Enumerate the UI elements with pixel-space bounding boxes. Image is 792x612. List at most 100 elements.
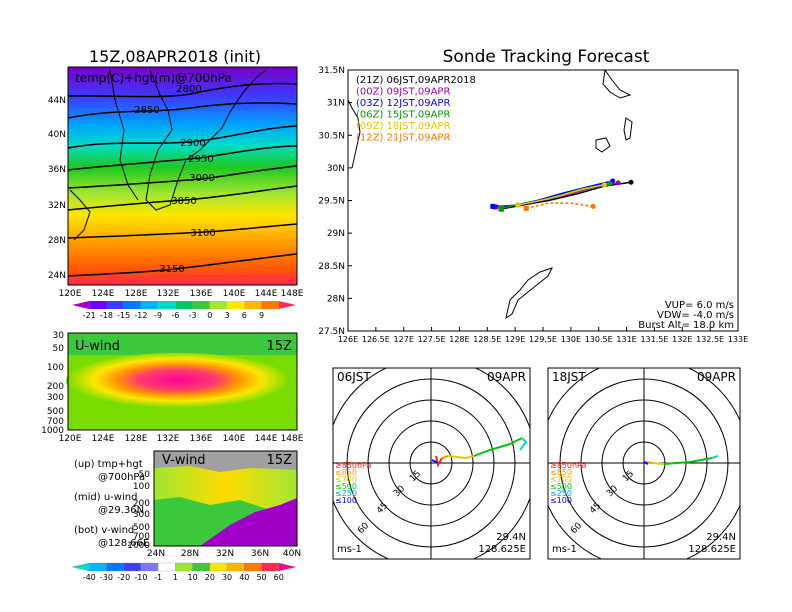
panel-u-wind: U-wind 15Z 30 50 100 200 300 500 700 100…: [41, 331, 304, 444]
colorbar-label: -21: [83, 311, 96, 320]
hodo-date: 09APR: [697, 370, 736, 384]
x-tick-label: 130.5E: [585, 335, 613, 344]
colorbar-swatch: [261, 562, 279, 572]
contour-label: 3000: [189, 173, 214, 184]
lon-label: 144E: [255, 289, 278, 299]
track-legend-entry: (00Z) 09JST,09APR: [356, 87, 450, 98]
hodo-units: ms-1: [552, 544, 577, 555]
track-legend-entry: (06Z) 15JST,09APR: [356, 110, 450, 121]
y-tick-label: 28.5N: [318, 262, 345, 272]
panel-700-label: temp(C)+hgt(m)@700hPa: [75, 71, 232, 85]
lon-label: 148E: [281, 289, 304, 299]
lat-label: 36N: [251, 549, 269, 559]
y-tick-label: 29.5N: [318, 197, 345, 207]
x-tick-label: 128E: [449, 335, 469, 344]
pressure-label: 1000: [127, 541, 150, 551]
hodo-trace: [711, 455, 719, 459]
track-start-point: [628, 179, 634, 185]
colorbar-label: 60: [274, 573, 284, 582]
x-tick-label: 127E: [394, 335, 414, 344]
track-chart: 126E 126.5E 127E 127.5E 128E 128.5E 129E 129.5E…: [318, 66, 748, 344]
lat-label: 44N: [48, 96, 66, 106]
track-info: Burst Alt= 18.0 km: [638, 320, 734, 331]
x-tick-label: 127.5E: [418, 335, 446, 344]
colorbar-label: 50: [256, 573, 266, 582]
contour-label: 2900: [180, 138, 205, 149]
colorbar-label: -30: [100, 573, 113, 582]
colorbar-label: 6: [242, 311, 247, 320]
colorbar-swatch: [71, 562, 90, 572]
colorbar-swatch: [106, 562, 124, 572]
hodo-level-label: ≥850hPa: [550, 461, 587, 470]
hodo-time: 18JST: [552, 370, 586, 384]
pressure-label: 30: [53, 331, 65, 341]
u-wind-label: U-wind: [75, 339, 120, 354]
contour-label: 3150: [159, 264, 184, 275]
hodo-level-label: ≤250: [335, 489, 357, 498]
hodo-level-label: ≤100: [550, 496, 572, 505]
lon-label: 124E: [92, 434, 115, 444]
legend-line: (up) tmp+hgt: [74, 459, 143, 470]
coastline: [348, 99, 361, 169]
hodo-ring-labels: 15 30 45 60: [569, 469, 636, 536]
coastline: [602, 70, 632, 99]
lon-label: 136E: [190, 434, 213, 444]
pressure-label: 300: [133, 510, 150, 520]
colorbar-swatch: [209, 301, 228, 309]
pressure-label: 500: [133, 523, 150, 533]
track-legend-entry: (12Z) 21JST,09APR: [356, 133, 450, 144]
colorbar-swatch: [89, 562, 107, 572]
x-tick-label: 129.5E: [529, 335, 557, 344]
contour-label: 2800: [176, 84, 201, 95]
colorbar-label: -10: [134, 573, 147, 582]
colorbar-swatch: [278, 562, 297, 572]
track-start-point: [615, 180, 621, 186]
v-wind-label: V-wind: [162, 453, 206, 468]
hodo-trace: [643, 461, 649, 465]
lon-label: 120E: [59, 289, 82, 299]
legend-line: @700hPa: [98, 472, 145, 483]
x-tick-label: 126.5E: [362, 335, 390, 344]
colorbar-label: -15: [117, 311, 130, 320]
x-tick-label: 128.5E: [473, 335, 501, 344]
lat-label: 28N: [181, 549, 199, 559]
colorbar-label: 30: [222, 573, 232, 582]
u-wind-time: 15Z: [267, 339, 293, 354]
hodo-trace: [651, 462, 665, 465]
v-wind-time: 15Z: [267, 453, 293, 468]
wind-colorbar: -40 -30 -20 -10 -1 1 10 20 30 40 50 60: [71, 562, 297, 582]
lon-label: 128E: [125, 434, 148, 444]
coastline: [595, 137, 611, 153]
x-tick-label: 126E: [338, 335, 358, 344]
hodo-trace: [447, 455, 475, 460]
hodo-level-label: ≤500: [335, 482, 357, 491]
hodo-trace: [473, 437, 523, 457]
track-start-point: [607, 181, 613, 187]
pressure-label: 200: [133, 499, 150, 509]
colorbar-label: 40: [239, 573, 249, 582]
coastline: [623, 117, 633, 141]
track-info: VUP= 6.0 m/s: [665, 300, 734, 311]
pressure-label: 100: [133, 482, 150, 492]
track-line: [526, 202, 594, 210]
track-start-point: [590, 203, 596, 209]
lat-label: 28N: [48, 236, 66, 246]
colorbar-label: -20: [117, 573, 130, 582]
colorbar-swatch: [192, 301, 210, 309]
lon-label: 140E: [223, 289, 246, 299]
colorbar-swatch: [175, 562, 193, 572]
colorbar-swatch: [192, 562, 210, 572]
colorbar-label: 9: [259, 311, 264, 320]
coastline: [505, 267, 553, 320]
lon-label: 144E: [255, 434, 278, 444]
colorbar-swatch: [226, 562, 245, 572]
y-tick-label: 30N: [327, 164, 345, 174]
hodo-level-label: ≤500: [550, 482, 572, 491]
lat-label: 32N: [48, 201, 66, 211]
pressure-label: 500: [47, 407, 64, 417]
hodo-trace: [431, 459, 439, 464]
pressure-label: 50: [139, 470, 151, 480]
pressure-label: 1000: [41, 426, 64, 436]
colorbar-label: 3: [225, 311, 230, 320]
hodo-units: ms-1: [337, 544, 362, 555]
